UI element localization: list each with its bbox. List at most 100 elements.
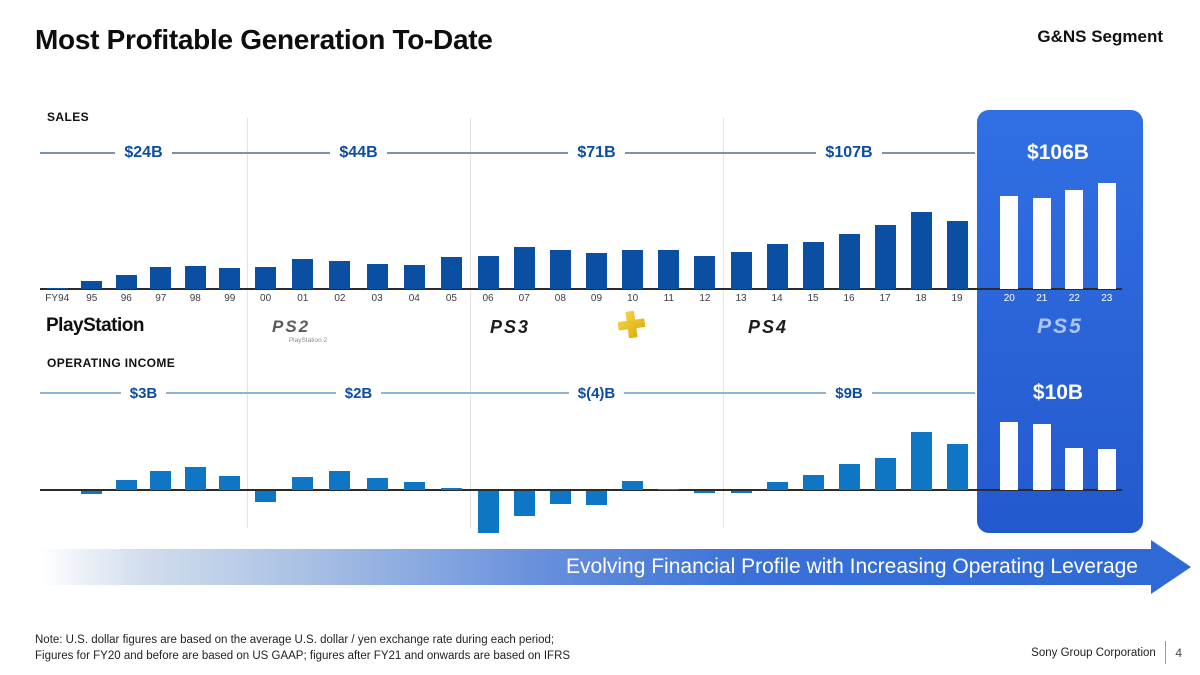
- year-tick-05: 05: [445, 293, 457, 304]
- sales-total-label-playstation-4: $107B: [723, 143, 975, 163]
- year-axis-playstation-5: 20 21 22 23: [993, 293, 1123, 305]
- playstation-logo: PlayStation: [46, 315, 144, 336]
- sales-bar-23: [1098, 183, 1116, 289]
- operating_income-total-label-playstation-4: $9B: [723, 383, 975, 403]
- year-tick-98: 98: [189, 293, 201, 304]
- operating_income-bar-98: [185, 467, 206, 490]
- sales-bar-07: [514, 247, 535, 289]
- operating_income-bar-01: [292, 477, 313, 490]
- year-tick-06: 06: [482, 293, 494, 304]
- sales-bar-02: [329, 261, 350, 289]
- year-tick-03: 03: [371, 293, 383, 304]
- operating_income-bar-99: [219, 476, 240, 490]
- arrow-banner: Evolving Financial Profile with Increasi…: [40, 549, 1152, 585]
- section-divider: [247, 118, 248, 528]
- total-value: $106B: [1027, 141, 1089, 164]
- label-rule: [247, 392, 336, 394]
- sales-bar-98: [185, 266, 206, 289]
- sales-bar-11: [658, 250, 679, 289]
- year-tick-02: 02: [334, 293, 346, 304]
- total-value: $9B: [835, 384, 863, 402]
- operating_income-total-label-playstation-3: $(4)B: [470, 383, 724, 403]
- operating_income-bar-11: [658, 489, 679, 490]
- sales-bar-99: [219, 268, 240, 289]
- year-tick-00: 00: [260, 293, 272, 304]
- sales-total-label-playstation-3: $71B: [470, 143, 723, 163]
- total-value: $71B: [577, 144, 616, 161]
- year-axis-playstation-3: 06 07 08 09 10 11 12: [470, 293, 723, 305]
- year-tick-08: 08: [554, 293, 566, 304]
- operating_income-bar-07: [514, 491, 535, 516]
- operating_income-bar-13: [731, 491, 752, 493]
- year-tick-04: 04: [408, 293, 420, 304]
- label-rule: [381, 392, 470, 394]
- operating_income-bar-95: [81, 491, 102, 494]
- operating_income-bar-15: [803, 475, 824, 490]
- sales-bar-17: [875, 225, 896, 289]
- year-tick-21: 21: [1036, 293, 1048, 304]
- operating_income-total-label-playstation: $3B: [40, 383, 247, 403]
- sales-bar-96: [116, 275, 137, 289]
- operating-income-axis-line: [40, 489, 1122, 491]
- arrow-head-icon: [1151, 540, 1191, 594]
- operating_income-bar-97: [150, 471, 171, 490]
- operating_income-total-label-playstation-5: $10B: [993, 380, 1123, 406]
- total-value: $44B: [339, 144, 378, 161]
- operating_income-bar-22: [1065, 448, 1083, 490]
- ps2-logo: PS2: [272, 317, 311, 336]
- section-divider: [470, 118, 471, 528]
- year-tick-FY94: FY94: [45, 293, 70, 304]
- footnote-line-1: Note: U.S. dollar figures are based on t…: [35, 634, 555, 646]
- total-value: $107B: [825, 144, 873, 161]
- year-tick-10: 10: [627, 293, 639, 304]
- sales-bar-09: [586, 253, 607, 289]
- operating_income-bar-04: [404, 482, 425, 490]
- year-tick-95: 95: [86, 293, 98, 304]
- section-divider: [723, 118, 724, 528]
- total-value: $3B: [129, 384, 158, 402]
- sales-bar-95: [81, 281, 102, 289]
- year-tick-22: 22: [1068, 293, 1080, 304]
- playstation-plus-icon: [616, 309, 646, 339]
- sales-bar-12: [694, 256, 715, 289]
- year-tick-19: 19: [951, 293, 963, 304]
- arrow-banner-text: Evolving Financial Profile with Increasi…: [566, 555, 1138, 578]
- operating_income-bar-21: [1033, 424, 1051, 490]
- label-rule: [171, 152, 247, 154]
- year-tick-97: 97: [155, 293, 167, 304]
- year-axis-playstation-4: 13 14 15 16 17 18 19: [723, 293, 975, 305]
- sales-bar-20: [1000, 196, 1018, 289]
- operating_income-bar-20: [1000, 422, 1018, 490]
- total-value: $24B: [124, 144, 163, 161]
- operating_income-bar-00: [255, 491, 276, 502]
- operating_income-bar-12: [694, 491, 715, 493]
- ps4-logo: PS4: [748, 317, 789, 337]
- year-axis-playstation-2: 00 01 02 03 04 05: [247, 293, 470, 305]
- operating_income-bar-17: [875, 458, 896, 490]
- sales-bar-15: [803, 242, 824, 289]
- label-rule: [470, 392, 569, 394]
- year-axis-playstation: FY94 95 96 97 98 99: [40, 293, 247, 305]
- footnote: Note: U.S. dollar figures are based on t…: [35, 632, 570, 664]
- sales-bar-04: [404, 265, 425, 289]
- page-title: Most Profitable Generation To-Date: [35, 24, 493, 55]
- page-number: 4: [1175, 645, 1182, 660]
- year-tick-07: 07: [518, 293, 530, 304]
- total-value: $10B: [1032, 381, 1084, 404]
- label-rule: [723, 392, 827, 394]
- footer-divider: [1164, 641, 1167, 664]
- operating_income-bar-08: [550, 491, 571, 504]
- label-rule: [247, 152, 331, 154]
- footer-company: Sony Group Corporation: [1031, 646, 1156, 659]
- year-tick-20: 20: [1003, 293, 1015, 304]
- sales-bar-08: [550, 250, 571, 289]
- sales-total-label-playstation-2: $44B: [247, 143, 470, 163]
- operating_income-bar-16: [839, 464, 860, 490]
- operating_income-bar-18: [911, 432, 932, 490]
- operating_income-bar-14: [767, 482, 788, 490]
- label-rule: [166, 392, 247, 394]
- label-rule: [881, 152, 975, 154]
- operating_income-bar-02: [329, 471, 350, 490]
- label-rule: [871, 392, 975, 394]
